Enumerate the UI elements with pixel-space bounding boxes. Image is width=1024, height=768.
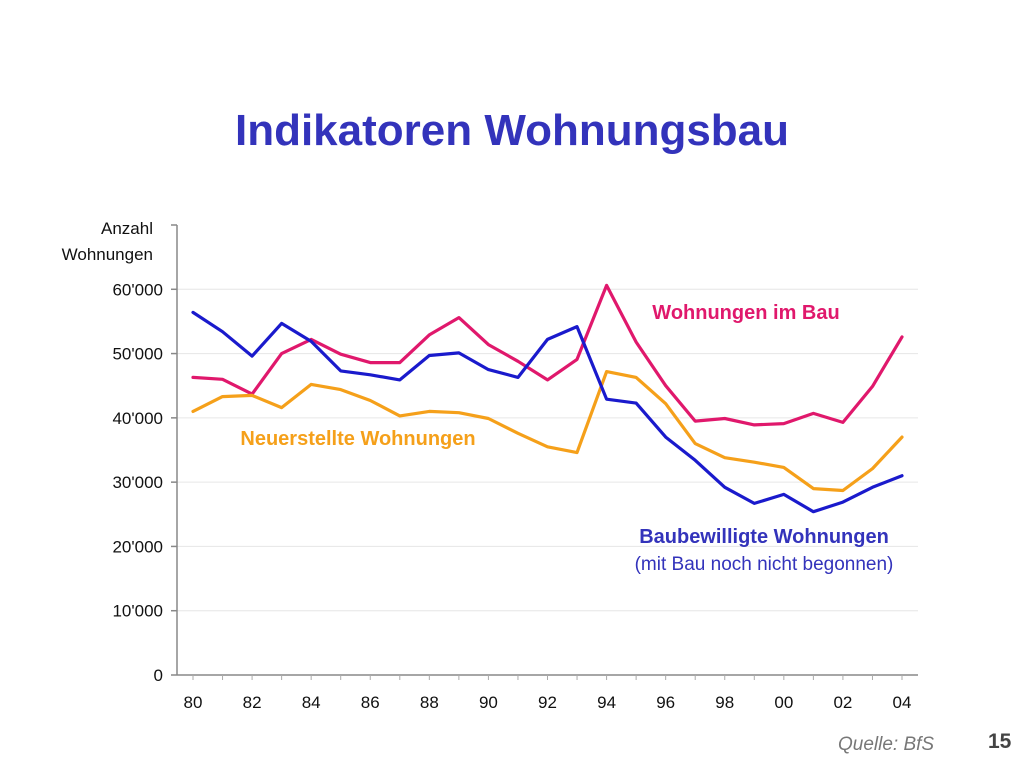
series-label-baubewilligte-detail: (mit Bau noch nicht begonnen) xyxy=(635,554,894,575)
x-tick-label: 00 xyxy=(774,693,793,712)
slide-title: Indikatoren Wohnungsbau xyxy=(234,106,790,155)
series-line-1 xyxy=(191,283,904,427)
series-label-neuerstellte-wohnungen: Neuerstellte Wohnungen xyxy=(240,428,475,450)
source-note: Quelle: BfS xyxy=(838,734,935,755)
series-line-3 xyxy=(191,310,904,514)
series-line-2 xyxy=(191,370,904,493)
x-tick-label: 80 xyxy=(184,693,203,712)
y-tick-label: 0 xyxy=(154,666,163,685)
x-tick-label: 92 xyxy=(538,693,557,712)
series-label-baubewilligte-wohnungen: Baubewilligte Wohnungen xyxy=(639,526,889,548)
chart-grid xyxy=(177,288,918,612)
y-tick-label: 50'000 xyxy=(112,345,163,364)
x-tick-label: 04 xyxy=(893,693,912,712)
x-tick-label: 90 xyxy=(479,693,498,712)
x-tick-label: 96 xyxy=(656,693,675,712)
y-axis-label-line-2: Wohnungen xyxy=(62,245,153,264)
y-axis-label-line-1: Anzahl xyxy=(101,219,153,238)
x-tick-label: 88 xyxy=(420,693,439,712)
y-tick-label: 20'000 xyxy=(112,537,163,556)
y-tick-label: 10'000 xyxy=(112,602,163,621)
x-tick-label: 02 xyxy=(833,693,852,712)
x-tick-label: 94 xyxy=(597,693,616,712)
chart-series xyxy=(191,283,904,514)
chart-axes xyxy=(176,225,918,676)
x-tick-label: 84 xyxy=(302,693,321,712)
y-tick-label: 60'000 xyxy=(112,280,163,299)
x-axis-ticks: 80 82 84 86 88 90 92 94 96 98 00 02 04 xyxy=(184,675,912,712)
x-tick-label: 82 xyxy=(243,693,262,712)
y-tick-label: 40'000 xyxy=(112,409,163,428)
y-axis-ticks: 0 10'000 20'000 30'000 40'000 50'000 60'000 xyxy=(112,224,177,685)
y-tick-label: 30'000 xyxy=(112,473,163,492)
page-number: 15 xyxy=(988,730,1012,753)
series-label-wohnungen-im-bau: Wohnungen im Bau xyxy=(652,302,839,324)
x-tick-label: 86 xyxy=(361,693,380,712)
x-tick-label: 98 xyxy=(715,693,734,712)
